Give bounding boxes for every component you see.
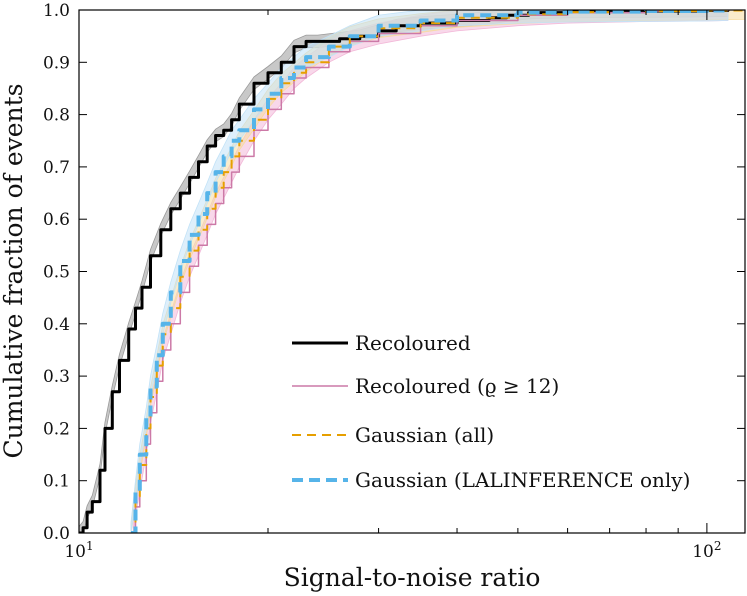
y-tick-label: 0.2 [43, 419, 70, 439]
legend-label-recoloured: Recoloured [355, 331, 471, 355]
confidence-bands [79, 10, 745, 533]
y-tick-label: 0.0 [43, 524, 70, 544]
legend-label-gaussian-all: Gaussian (all) [355, 423, 494, 447]
y-axis-label: Cumulative fraction of events [0, 83, 28, 458]
legend-label-recoloured-rho: Recoloured (ϱ ≥ 12) [355, 374, 559, 398]
y-tick-label: 0.6 [43, 210, 70, 230]
x-axis-label: Signal-to-noise ratio [284, 563, 541, 592]
y-tick-label: 0.4 [43, 315, 70, 335]
y-tick-label: 0.9 [43, 53, 70, 73]
y-tick-label: 0.8 [43, 106, 70, 126]
band-gaussian-lalinference-only [130, 10, 729, 533]
legend-label-gaussian-lal: Gaussian (LALINFERENCE only) [355, 468, 690, 492]
y-tick-label: 0.5 [43, 263, 70, 283]
x-tick-label: 102 [692, 539, 721, 562]
y-tick-label: 0.3 [43, 367, 70, 387]
y-tick-label: 0.1 [43, 472, 70, 492]
y-tick-label: 1.0 [43, 1, 70, 21]
line-gaussian-lalinference-only [131, 10, 730, 533]
x-tick-label: 101 [64, 539, 93, 562]
legend: Recoloured Recoloured (ϱ ≥ 12) Gaussian … [292, 331, 690, 492]
axis-ticks: 0.0 0.1 0.2 0.3 0.4 0.5 0.6 0.7 0.8 0.9 1.0 101 102 [43, 1, 745, 562]
series-lines [79, 10, 745, 533]
y-tick-label: 0.7 [43, 158, 70, 178]
